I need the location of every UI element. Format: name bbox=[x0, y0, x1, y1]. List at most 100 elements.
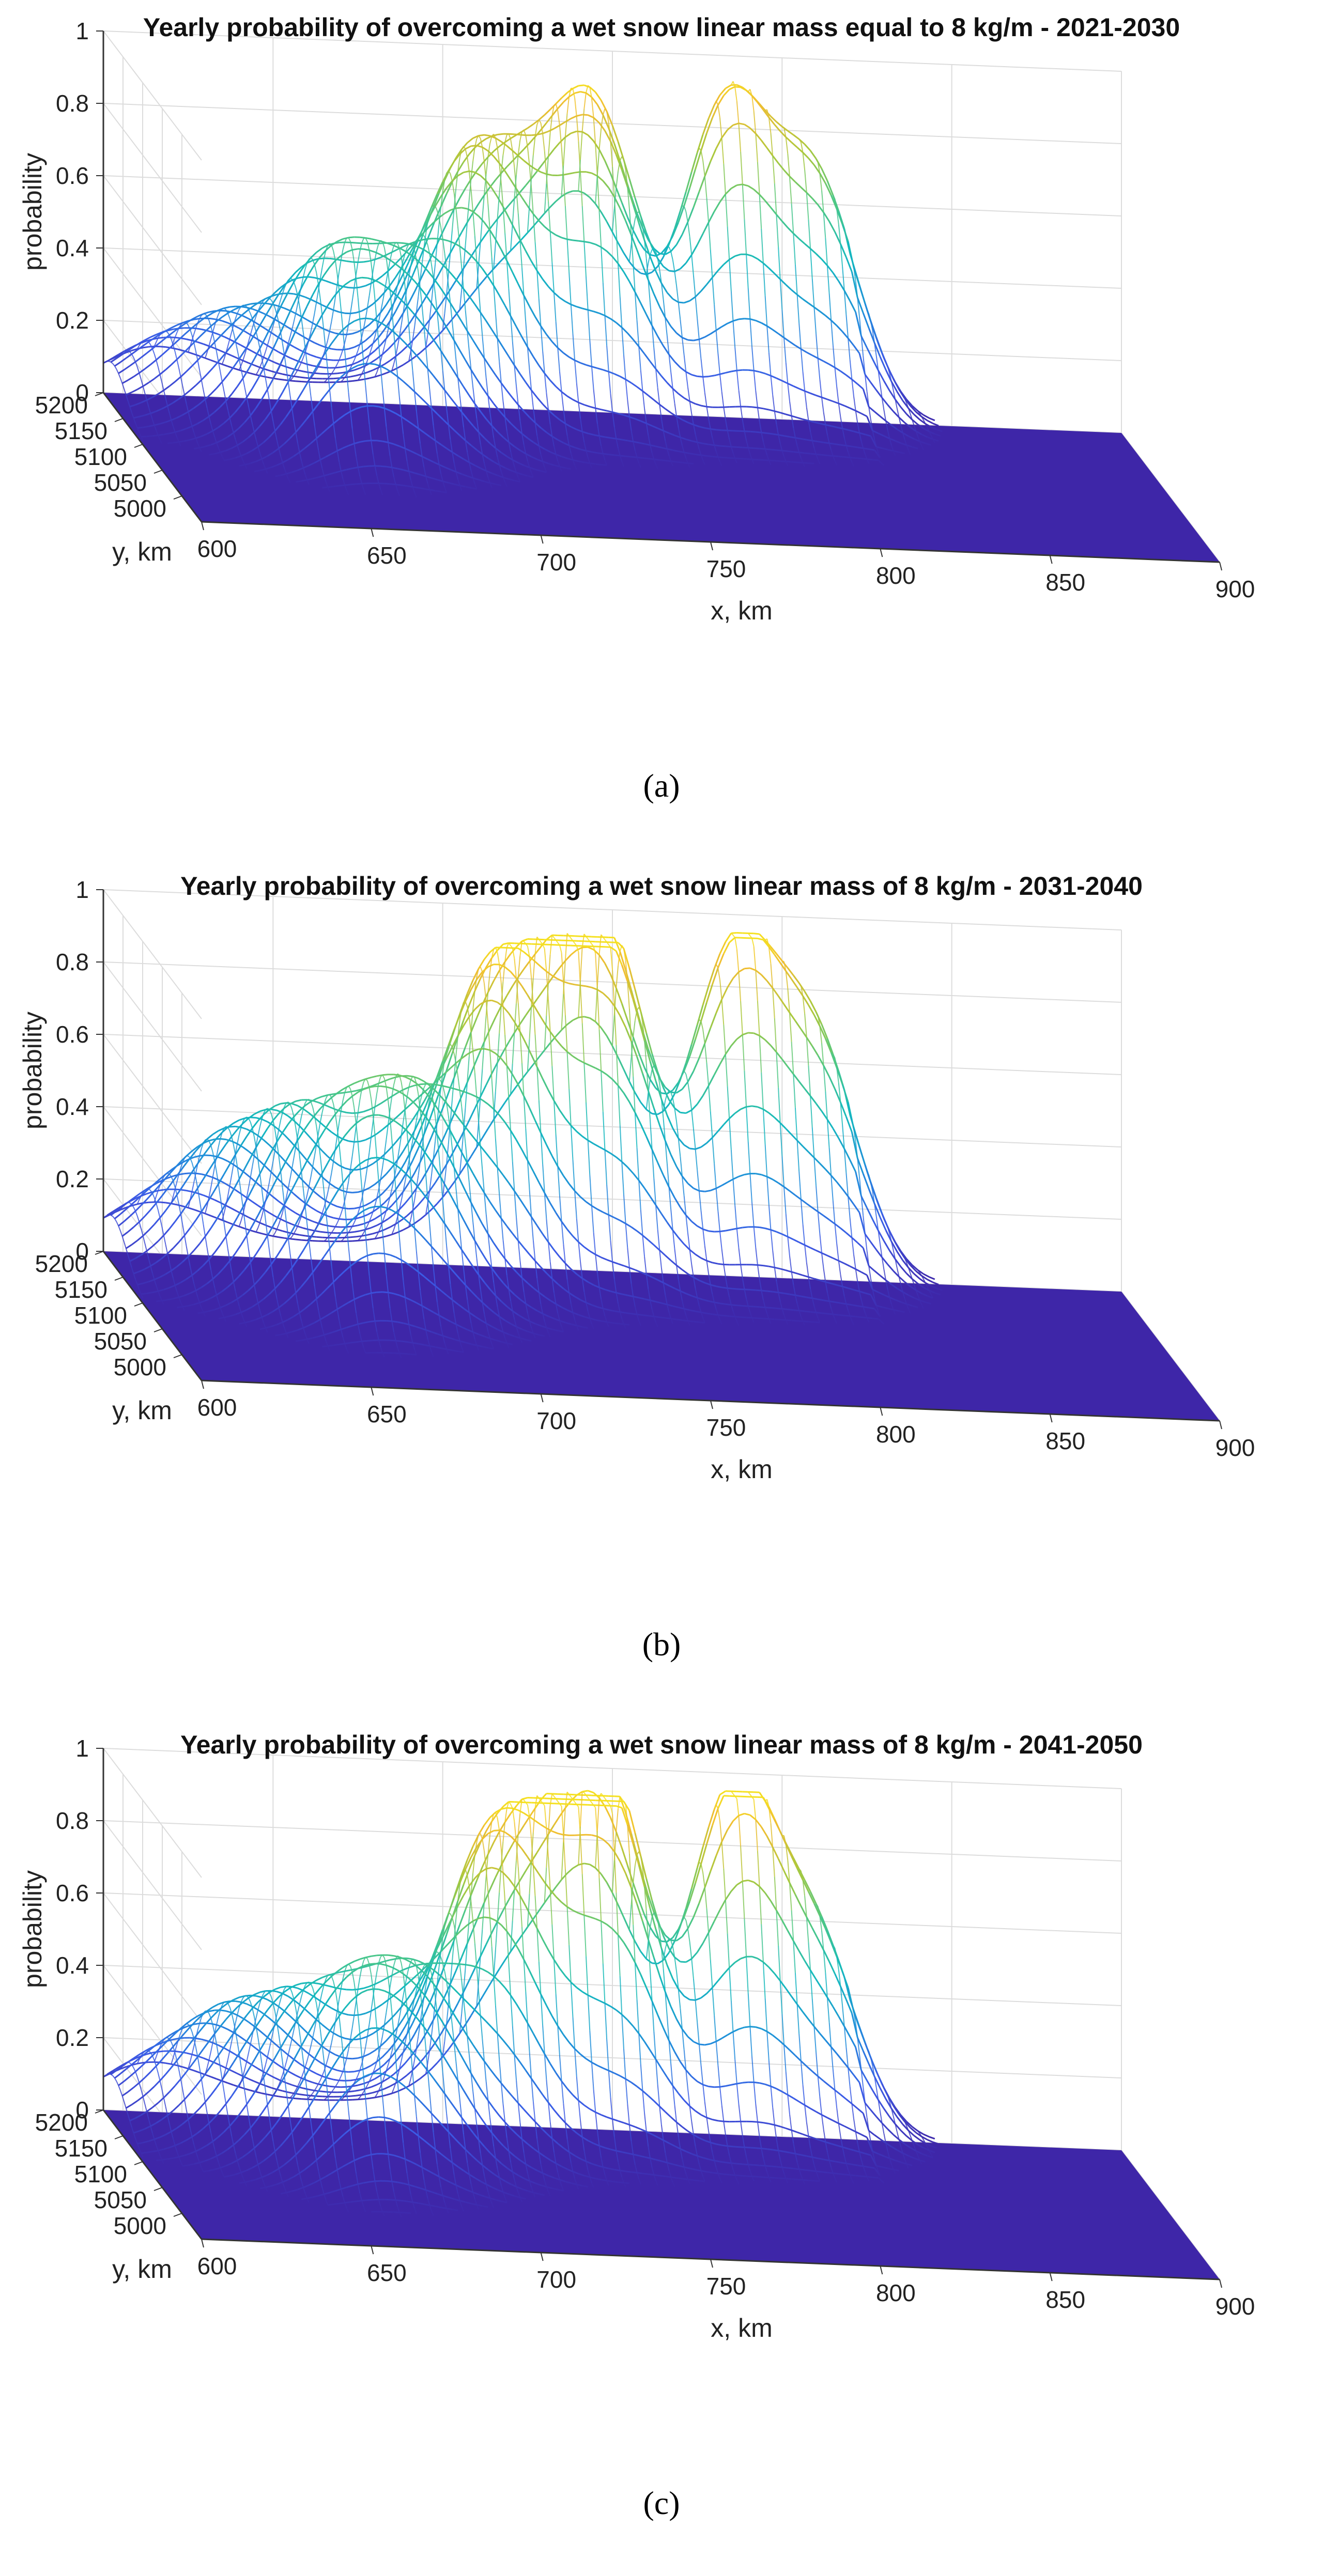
surface-mesh-a bbox=[800, 142, 804, 153]
surface-mesh-a bbox=[817, 459, 821, 464]
surface-mesh-a bbox=[497, 338, 500, 362]
surface-mesh-a bbox=[395, 294, 402, 301]
surface-mesh-b bbox=[244, 1172, 251, 1178]
surface-mesh-a bbox=[630, 382, 638, 387]
surface-mesh-a bbox=[708, 222, 711, 250]
surface-mesh-a bbox=[642, 390, 649, 396]
surface-mesh-b bbox=[156, 1196, 163, 1204]
surface-mesh-a bbox=[386, 426, 389, 443]
surface-mesh-b bbox=[744, 1173, 750, 1175]
surface-mesh-b bbox=[611, 1079, 619, 1087]
surface-mesh-a bbox=[700, 455, 704, 461]
surface-mesh-a bbox=[551, 436, 559, 441]
surface-mesh-b bbox=[539, 938, 545, 941]
surface-mesh-a bbox=[302, 269, 306, 277]
surface-mesh-a bbox=[816, 453, 822, 456]
surface-mesh-b bbox=[810, 1247, 817, 1251]
surface-mesh-b bbox=[158, 1289, 164, 1292]
surface-mesh-b bbox=[427, 1159, 434, 1171]
surface-mesh-a bbox=[430, 408, 438, 414]
surface-mesh-a bbox=[873, 343, 881, 358]
surface-mesh-a bbox=[143, 346, 149, 349]
surface-mesh-a bbox=[936, 428, 943, 432]
surface-mesh-a bbox=[380, 254, 387, 259]
surface-mesh-b bbox=[242, 1146, 249, 1152]
surface-mesh-b bbox=[337, 1205, 343, 1209]
surface-mesh-a bbox=[633, 219, 636, 230]
surface-mesh-a bbox=[340, 471, 344, 479]
surface-mesh-a bbox=[342, 242, 346, 251]
surface-mesh-b bbox=[907, 1267, 915, 1275]
surface-mesh-a bbox=[802, 152, 809, 159]
surface-mesh-a bbox=[184, 390, 191, 396]
surface-mesh-b bbox=[578, 1016, 584, 1018]
surface-mesh-a bbox=[921, 433, 928, 438]
surface-mesh-b bbox=[687, 1183, 694, 1189]
surface-mesh-a bbox=[727, 226, 730, 260]
surface-mesh-a bbox=[578, 402, 581, 419]
surface-mesh-a bbox=[500, 383, 504, 402]
surface-mesh-b bbox=[821, 1110, 828, 1120]
surface-mesh-a bbox=[386, 257, 389, 272]
surface-mesh-a bbox=[751, 95, 759, 103]
surface-mesh-a bbox=[904, 422, 911, 428]
surface-mesh-a bbox=[325, 343, 332, 352]
surface-mesh-a bbox=[131, 348, 138, 352]
surface-mesh-a bbox=[225, 447, 232, 452]
surface-mesh-a bbox=[566, 435, 570, 446]
surface-mesh-a bbox=[346, 260, 352, 263]
surface-mesh-a bbox=[715, 451, 719, 458]
surface-mesh-a bbox=[205, 393, 212, 400]
surface-mesh-b bbox=[395, 1181, 402, 1191]
surface-mesh-a bbox=[420, 474, 426, 477]
surface-mesh-b bbox=[668, 1099, 675, 1109]
surface-mesh-a bbox=[428, 312, 436, 321]
surface-mesh-b bbox=[793, 1238, 799, 1243]
surface-mesh-b bbox=[643, 1040, 651, 1062]
surface-mesh-a bbox=[256, 458, 263, 462]
surface-mesh-a bbox=[203, 390, 206, 399]
surface-mesh-b bbox=[551, 1155, 559, 1167]
surface-mesh-a bbox=[386, 368, 393, 374]
surface-mesh-a bbox=[324, 366, 330, 369]
surface-mesh-a bbox=[842, 266, 845, 291]
surface-mesh-b bbox=[779, 1122, 787, 1129]
surface-mesh-a bbox=[564, 132, 572, 138]
surface-mesh-a bbox=[256, 374, 262, 377]
surface-mesh-a bbox=[561, 92, 568, 99]
surface-mesh-a bbox=[472, 147, 475, 162]
surface-mesh-a bbox=[339, 284, 346, 291]
surface-mesh-a bbox=[453, 242, 460, 247]
surface-mesh-a bbox=[414, 250, 417, 260]
surface-mesh-a bbox=[252, 446, 259, 452]
surface-mesh-a bbox=[433, 264, 436, 284]
surface-mesh-b bbox=[759, 1227, 765, 1229]
surface-mesh-a bbox=[257, 367, 260, 372]
surface-mesh-b bbox=[711, 968, 719, 985]
surface-mesh-a bbox=[645, 232, 653, 247]
surface-mesh-a bbox=[365, 237, 372, 240]
surface-mesh-a bbox=[719, 461, 722, 467]
surface-mesh-a bbox=[532, 408, 536, 423]
surface-mesh-a bbox=[216, 442, 219, 448]
surface-mesh-a bbox=[668, 354, 672, 373]
surface-mesh-a bbox=[811, 440, 815, 448]
surface-mesh-a bbox=[785, 284, 792, 291]
surface-mesh-b bbox=[715, 999, 722, 1014]
surface-mesh-a bbox=[798, 138, 802, 143]
surface-mesh-a bbox=[812, 354, 819, 359]
surface-mesh-b bbox=[193, 1155, 200, 1158]
surface-mesh-a bbox=[774, 411, 777, 425]
surface-mesh-a bbox=[925, 423, 932, 428]
surface-mesh-a bbox=[698, 339, 702, 359]
surface-mesh-a bbox=[517, 477, 521, 483]
surface-mesh-a bbox=[508, 442, 512, 452]
surface-mesh-a bbox=[301, 358, 304, 363]
surface-mesh-a bbox=[906, 445, 909, 451]
surface-mesh-a bbox=[470, 369, 478, 380]
surface-mesh-b bbox=[230, 1217, 238, 1228]
surface-mesh-a bbox=[428, 206, 436, 217]
surface-mesh-b bbox=[476, 971, 483, 980]
surface-mesh-a bbox=[695, 297, 698, 319]
surface-mesh-a bbox=[342, 343, 345, 350]
